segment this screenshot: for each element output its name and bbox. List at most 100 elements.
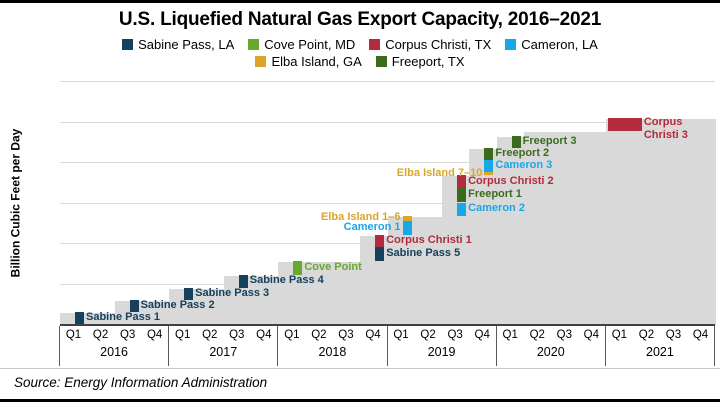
legend-item-sabine_pass[interactable]: Sabine Pass, LA bbox=[122, 37, 234, 52]
x-axis-quarter-label: Q1 bbox=[175, 329, 191, 341]
step-segment bbox=[87, 311, 116, 325]
gridline bbox=[60, 121, 715, 123]
capacity-addition-marker bbox=[484, 159, 494, 173]
x-axis-quarter-label: Q4 bbox=[692, 329, 709, 341]
x-axis-quarter-label: Q2 bbox=[638, 329, 655, 341]
x-axis-year-label: 2016 bbox=[100, 345, 128, 359]
capacity-addition-marker bbox=[293, 261, 303, 276]
capacity-addition-marker bbox=[129, 299, 139, 312]
capacity-addition-label: Sabine Pass 1 bbox=[86, 310, 160, 323]
step-segment bbox=[332, 261, 361, 325]
step-segment bbox=[605, 118, 634, 325]
capacity-addition-label: Sabine Pass 5 bbox=[386, 247, 461, 260]
x-axis-quarter-label: Q4 bbox=[474, 329, 490, 341]
capacity-addition-marker bbox=[402, 220, 412, 235]
x-axis-year-group-2021: Q1 Q2 Q3 Q4 2021 bbox=[604, 326, 716, 366]
step-segment bbox=[414, 215, 443, 325]
step-segment bbox=[660, 118, 689, 325]
x-axis-quarter-row: Q1 Q2 Q3 Q4 bbox=[606, 326, 714, 344]
capacity-addition-label: Freeport 1 bbox=[468, 188, 522, 201]
capacity-addition-marker bbox=[457, 188, 467, 203]
capacity-addition-label: Cameron 2 bbox=[468, 202, 525, 215]
step-segment bbox=[551, 130, 580, 325]
step-segment bbox=[251, 275, 280, 325]
gridline bbox=[60, 202, 715, 204]
legend-item-label: Freeport, TX bbox=[391, 54, 465, 69]
capacity-addition-marker bbox=[457, 175, 467, 189]
legend-item-label: Cove Point, MD bbox=[264, 37, 356, 52]
x-axis-quarter-row: Q1 Q2 Q3 Q4 bbox=[388, 326, 496, 344]
source-note: Source: Energy Information Administratio… bbox=[14, 375, 268, 390]
step-segment bbox=[141, 299, 170, 325]
capacity-addition-label: Sabine Pass 4 bbox=[249, 274, 324, 287]
x-axis-quarter-label: Q3 bbox=[338, 329, 354, 341]
x-axis-quarter-label: Q1 bbox=[284, 329, 300, 341]
x-axis-quarter-label: Q3 bbox=[229, 329, 245, 341]
step-segment bbox=[469, 147, 498, 325]
legend-swatch-icon bbox=[505, 39, 517, 50]
capacity-addition-marker bbox=[484, 172, 494, 176]
page-title: U.S. Liquefied Natural Gas Export Capaci… bbox=[118, 9, 602, 30]
capacity-addition-label: Cameron 1 bbox=[343, 220, 401, 233]
x-axis-quarter-label: Q1 bbox=[393, 329, 409, 341]
x-axis-quarter-label: Q2 bbox=[92, 329, 109, 341]
capacity-addition-label: Cove Point bbox=[304, 261, 362, 274]
legend-swatch-icon bbox=[369, 39, 381, 50]
legend-swatch-icon bbox=[248, 39, 260, 50]
capacity-addition-label: Elba Island 7–10 bbox=[396, 166, 483, 179]
x-axis-year-group-2017: Q1 Q2 Q3 Q4 2017 bbox=[168, 326, 279, 366]
capacity-addition-label: Corpus Christi 1 bbox=[386, 233, 472, 246]
capacity-addition-label: Cameron 3 bbox=[495, 159, 553, 172]
x-axis-quarter-label: Q4 bbox=[146, 329, 163, 341]
capacity-addition-marker bbox=[402, 215, 412, 221]
x-axis-quarter-label: Q3 bbox=[447, 329, 463, 341]
capacity-addition-marker bbox=[375, 247, 385, 262]
step-segment bbox=[196, 287, 225, 325]
legend-swatch-icon bbox=[255, 56, 267, 67]
gridline bbox=[60, 162, 715, 163]
legend-swatch-icon bbox=[375, 56, 387, 67]
x-axis-quarter-label: Q3 bbox=[556, 329, 572, 341]
x-axis-year-label: 2019 bbox=[427, 345, 456, 359]
capacity-addition-marker bbox=[607, 118, 642, 131]
step-segment bbox=[305, 261, 334, 325]
capacity-addition-marker bbox=[511, 135, 521, 148]
capacity-addition-marker bbox=[375, 234, 385, 248]
step-segment bbox=[496, 135, 525, 325]
chart-legend: Sabine Pass, LA Cove Point, MD Corpus Chri… bbox=[0, 36, 720, 70]
x-axis-year-label: 2020 bbox=[536, 345, 565, 359]
legend-item-label: Cameron, LA bbox=[521, 37, 598, 52]
step-segment bbox=[278, 261, 307, 325]
legend-item-label: Sabine Pass, LA bbox=[138, 37, 235, 52]
capacity-addition-marker bbox=[184, 287, 194, 300]
x-axis-quarter-label: Q4 bbox=[365, 329, 381, 341]
x-axis-quarter-row: Q1 Q2 Q3 Q4 bbox=[169, 326, 277, 344]
capacity-addition-marker bbox=[75, 311, 84, 324]
x-axis-year-group-2016: Q1 Q2 Q3 Q4 2016 bbox=[59, 326, 170, 366]
capacity-addition-marker bbox=[238, 275, 248, 288]
legend-item-cameron[interactable]: Cameron, LA bbox=[505, 37, 598, 52]
x-axis-year-group-2019: Q1 Q2 Q3 Q4 2019 bbox=[386, 326, 497, 366]
x-axis-quarter-label: Q1 bbox=[611, 329, 628, 341]
legend-item-freeport[interactable]: Freeport, TX bbox=[375, 54, 465, 69]
gridline bbox=[60, 81, 715, 82]
legend-item-label: Elba Island, GA bbox=[271, 54, 362, 69]
capacity-addition-label: Sabine Pass 3 bbox=[195, 286, 270, 299]
x-axis-quarter-label: Q2 bbox=[202, 329, 218, 341]
x-axis-quarter-label: Q4 bbox=[583, 329, 600, 341]
x-axis-quarter-label: Q1 bbox=[502, 329, 518, 341]
x-axis-quarter-row: Q1 Q2 Q3 Q4 bbox=[278, 326, 386, 344]
x-axis-year-group-2020: Q1 Q2 Q3 Q4 2020 bbox=[495, 326, 606, 366]
capacity-addition-marker bbox=[484, 147, 494, 160]
x-axis-year-label: 2021 bbox=[646, 345, 674, 359]
x-axis-year-label: 2018 bbox=[318, 345, 347, 359]
x-axis-year-group-2018: Q1 Q2 Q3 Q4 2018 bbox=[277, 326, 388, 366]
x-axis-quarter-label: Q2 bbox=[420, 329, 436, 341]
legend-row-2: Elba Island, GA Freeport, TX bbox=[0, 53, 720, 70]
x-axis-year-label: 2017 bbox=[209, 345, 238, 359]
legend-item-elba_island[interactable]: Elba Island, GA bbox=[255, 54, 362, 69]
legend-item-corpus_christi[interactable]: Corpus Christi, TX bbox=[369, 37, 491, 52]
legend-item-cove_point[interactable]: Cove Point, MD bbox=[248, 37, 355, 52]
